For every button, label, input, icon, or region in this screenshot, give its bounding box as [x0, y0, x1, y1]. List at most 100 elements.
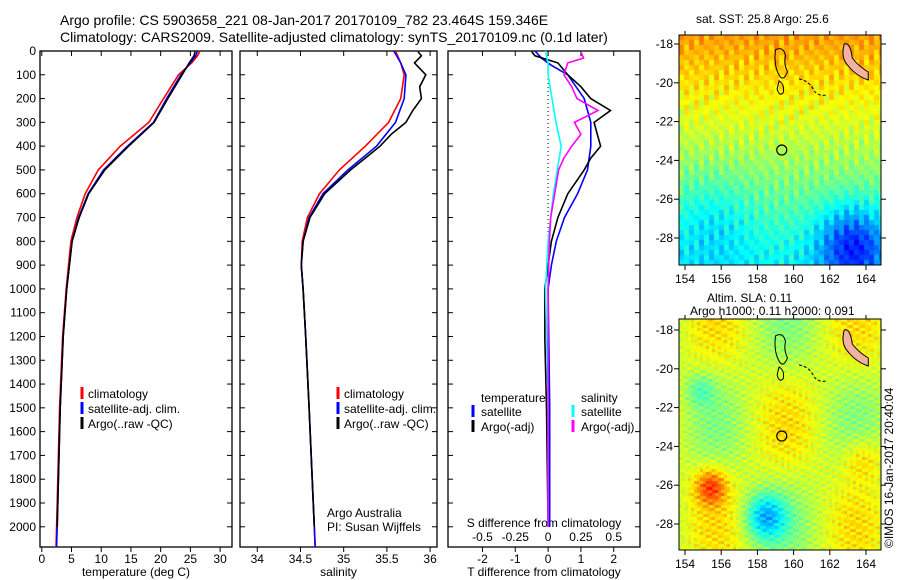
x-tick-label: 25	[184, 552, 198, 566]
legend-label: satellite	[581, 405, 622, 419]
y-tick-label: 1100	[10, 306, 36, 320]
series-line-salinity-satellite	[544, 50, 563, 527]
x2-tick-label: 0.25	[569, 530, 593, 544]
y-tick-label: 1900	[9, 496, 36, 510]
y-tick-label: 300	[16, 115, 36, 129]
y-tick-label: 1800	[9, 472, 36, 486]
x-tick-label: 35.5	[375, 552, 399, 566]
x-tick-label: 34.5	[289, 552, 313, 566]
series-line-climatology	[55, 50, 201, 548]
series-line-temperature-argo-adj-	[531, 51, 612, 527]
series-line-argo-raw-qc-	[300, 51, 427, 527]
y-tick-label: 1400	[9, 377, 36, 391]
y-tick-label: 1300	[9, 353, 36, 367]
y-tick-label: 1600	[9, 425, 36, 439]
argo-float-location-marker	[776, 430, 788, 442]
lon-tick-label: 156	[711, 557, 731, 571]
annotation: PI: Susan Wijffels	[327, 520, 421, 534]
y-tick-label: 1700	[9, 448, 36, 462]
lon-tick-label: 158	[747, 557, 767, 571]
legend-label: climatology	[88, 387, 148, 401]
y-tick-label: 400	[16, 139, 36, 153]
x2-tick-label: -0.25	[502, 530, 530, 544]
x2-tick-label: -0.5	[472, 530, 493, 544]
lat-tick-label: -22	[656, 115, 674, 129]
legend-label: climatology	[344, 387, 404, 401]
map-top-axes: 154 156 158 160 162 164 -18 -20 -22 -24 -26 -28	[656, 31, 886, 286]
lat-tick-label: -28	[656, 517, 674, 531]
panel-3: -2 -1 0 1 2T difference from climatology S di…	[447, 50, 641, 579]
sla-map	[679, 319, 881, 550]
reef-outline	[798, 78, 828, 96]
x2-axis-label: S difference from climatology	[467, 516, 622, 530]
x-tick-label: 0	[38, 552, 45, 566]
title-line-1: Argo profile: CS 5903658_221 08-Jan-2017…	[60, 12, 549, 28]
lon-tick-label: 158	[747, 272, 767, 286]
sst-map	[679, 35, 881, 265]
map-frame	[678, 318, 882, 551]
lon-tick-label: 160	[784, 557, 804, 571]
lat-tick-label: -20	[656, 362, 674, 376]
map-bottom-title-2: Argo h1000: 0.11 h2000: 0.091	[690, 304, 855, 318]
lat-tick-label: -24	[656, 439, 674, 453]
reef-outline	[798, 364, 828, 382]
x2-tick-label: 0.5	[605, 530, 622, 544]
lat-tick-label: -22	[656, 401, 674, 415]
x-tick-label: 5	[68, 552, 75, 566]
lon-tick-label: 160	[784, 272, 804, 286]
lon-tick-label: 164	[856, 557, 876, 571]
lat-tick-label: -24	[656, 153, 674, 167]
lat-tick-label: -18	[656, 37, 674, 51]
y-tick-label: 700	[16, 211, 36, 225]
x-tick-label: -2	[477, 552, 488, 566]
annotation: Argo Australia	[327, 506, 402, 520]
y-tick-label: 100	[16, 68, 36, 82]
y-tick-label: 0	[29, 44, 36, 58]
y-tick-label: 1500	[9, 401, 36, 415]
legend-label: satellite-adj. clim.	[344, 402, 436, 416]
x-axis-label: T difference from climatology	[467, 565, 621, 579]
series-line-satellite-adj-clim-	[300, 50, 407, 548]
series-line-temperature-satellite	[534, 50, 592, 527]
reef-outline	[774, 334, 789, 381]
x-tick-label: 10	[95, 552, 109, 566]
legend-label: satellite-adj. clim.	[88, 402, 180, 416]
y-tick-label: 2000	[9, 520, 36, 534]
lon-tick-label: 154	[675, 272, 695, 286]
new-caledonia-coast	[842, 329, 869, 367]
lon-tick-label: 164	[856, 272, 876, 286]
plot-frame	[239, 50, 438, 548]
series-line-argo-raw-qc-	[56, 51, 196, 527]
map-bottom-title-1: Altim. SLA: 0.11	[707, 291, 793, 305]
x-tick-label: 20	[154, 552, 168, 566]
x-axis-label: salinity	[320, 565, 357, 579]
series-line-satellite-adj-clim-	[55, 50, 199, 548]
title-line-2: Climatology: CARS2009. Satellite-adjuste…	[60, 29, 608, 45]
y-tick-label: 900	[16, 258, 36, 272]
lat-tick-label: -18	[656, 323, 674, 337]
x-tick-label: 15	[124, 552, 138, 566]
lat-tick-label: -20	[656, 76, 674, 90]
legend-title: salinity	[581, 391, 618, 405]
x-tick-label: 34	[251, 552, 265, 566]
y-tick-label: 600	[16, 187, 36, 201]
x2-tick-label: 0	[545, 530, 552, 544]
legend-title: temperature	[481, 391, 546, 405]
x-tick-label: 35	[337, 552, 351, 566]
y-tick-label: 1200	[9, 329, 36, 343]
plot-frame	[447, 50, 641, 548]
profile-plots: 0100200300400500600700800900100011001200…	[9, 44, 641, 579]
y-tick-label: 500	[16, 163, 36, 177]
legend-label: Argo(..raw -QC)	[88, 417, 173, 431]
legend-label: Argo(-adj)	[481, 420, 534, 434]
map-frame	[678, 34, 882, 266]
series-line-climatology	[300, 50, 406, 548]
x-axis-label: temperature (deg C)	[82, 565, 190, 579]
lon-tick-label: 156	[711, 272, 731, 286]
lat-tick-label: -26	[656, 478, 674, 492]
series-line-salinity-argo-adj-	[547, 51, 600, 527]
y-tick-label: 800	[16, 234, 36, 248]
legend-label: Argo(-adj)	[581, 420, 634, 434]
